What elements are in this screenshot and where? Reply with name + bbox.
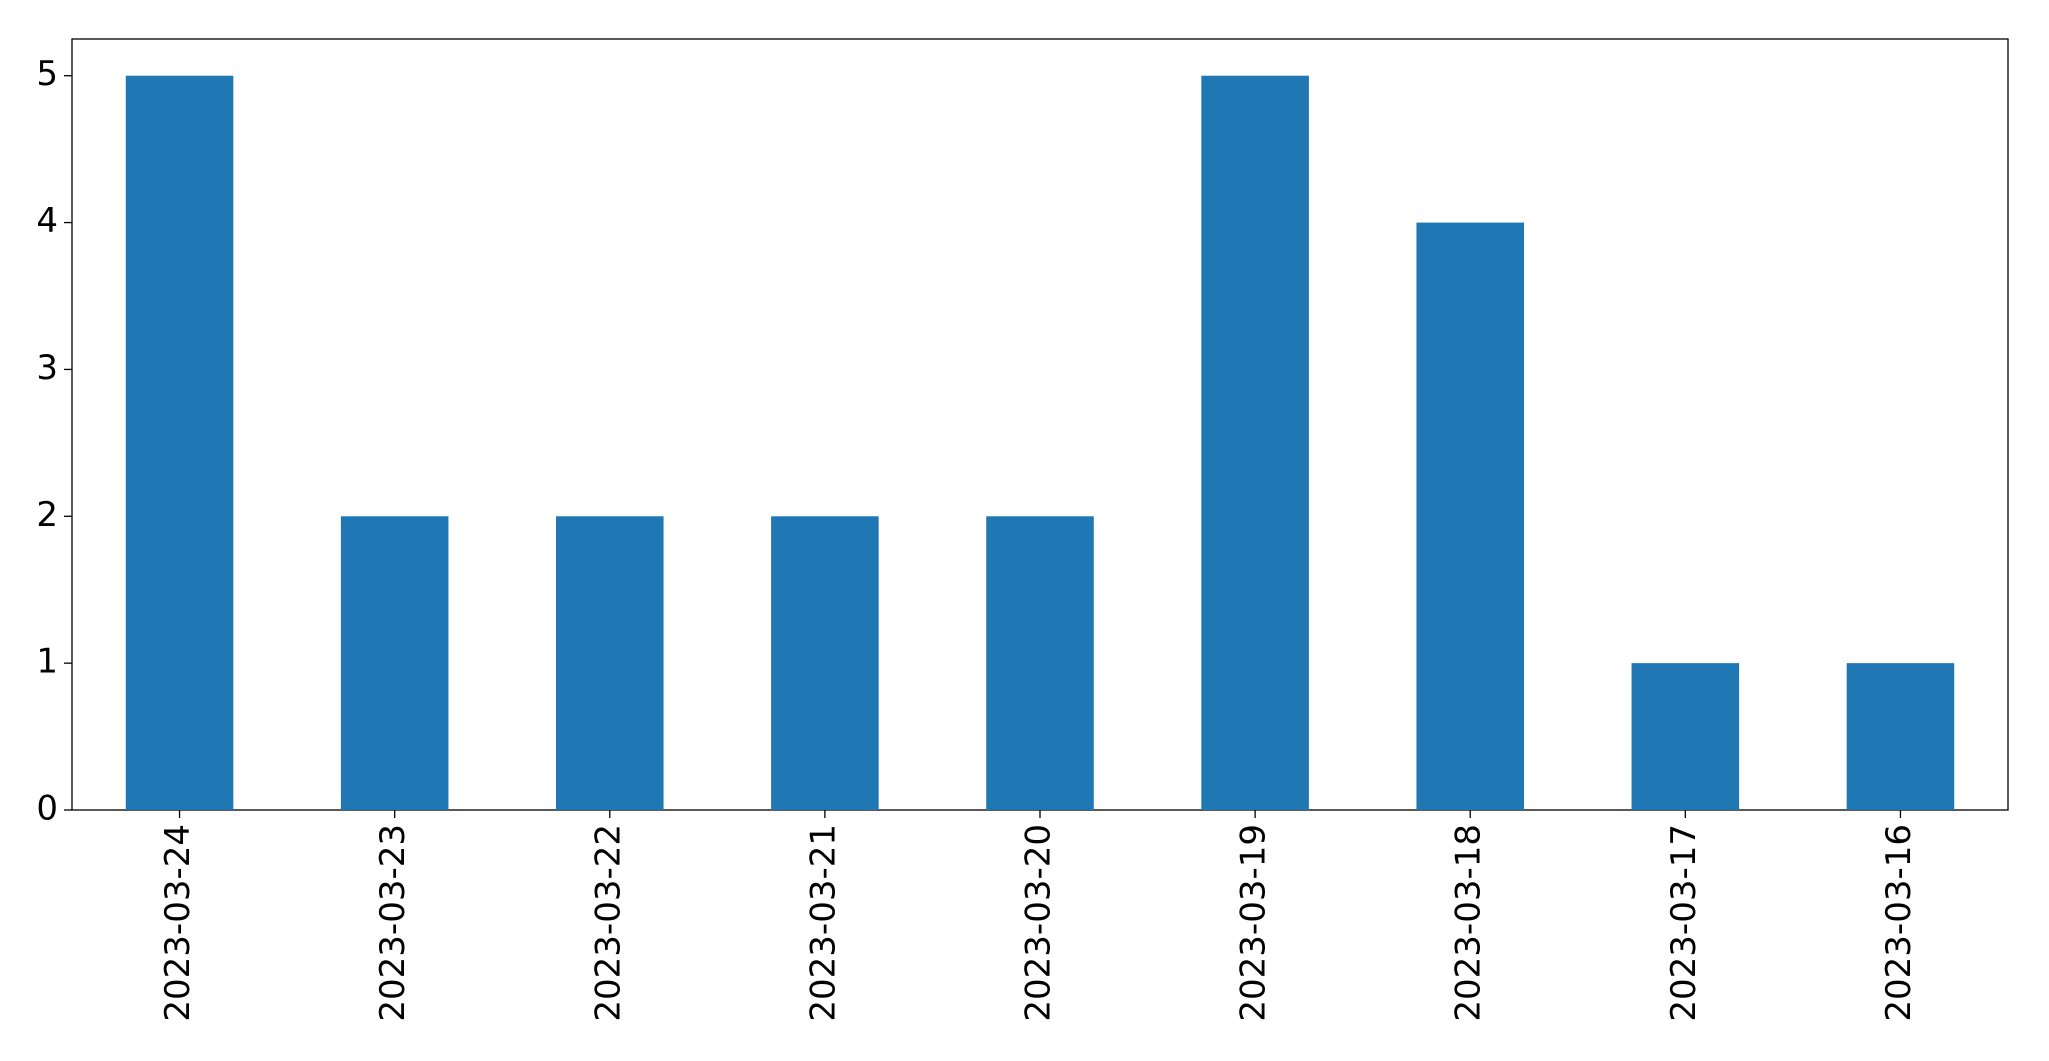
bar: [340, 516, 449, 810]
bar: [1416, 222, 1524, 811]
x-tick-label: 2023-03-23: [373, 824, 413, 1022]
bar: [125, 75, 234, 810]
x-tick-label: 2023-03-22: [588, 824, 628, 1022]
x-tick-label: 2023-03-20: [1019, 824, 1059, 1022]
x-tick-label: 2023-03-19: [1234, 824, 1274, 1022]
bar: [986, 516, 1094, 810]
bar: [556, 516, 664, 810]
y-tick-label: 5: [36, 54, 58, 94]
x-tick-label: 2023-03-21: [803, 824, 843, 1022]
y-tick-label: 4: [36, 201, 58, 241]
bar: [771, 516, 879, 810]
x-tick-label: 2023-03-18: [1449, 824, 1489, 1022]
y-tick-label: 2: [36, 495, 58, 535]
x-tick-label: 2023-03-24: [158, 824, 198, 1022]
x-tick-label: 2023-03-16: [1879, 824, 1919, 1022]
bar: [1846, 663, 1955, 810]
bar: [1631, 663, 1740, 810]
y-tick-label: 3: [36, 348, 58, 388]
y-tick-label: 0: [36, 789, 58, 829]
x-tick-label: 2023-03-17: [1664, 824, 1704, 1022]
y-tick-label: 1: [36, 642, 58, 682]
bar: [1201, 75, 1309, 810]
